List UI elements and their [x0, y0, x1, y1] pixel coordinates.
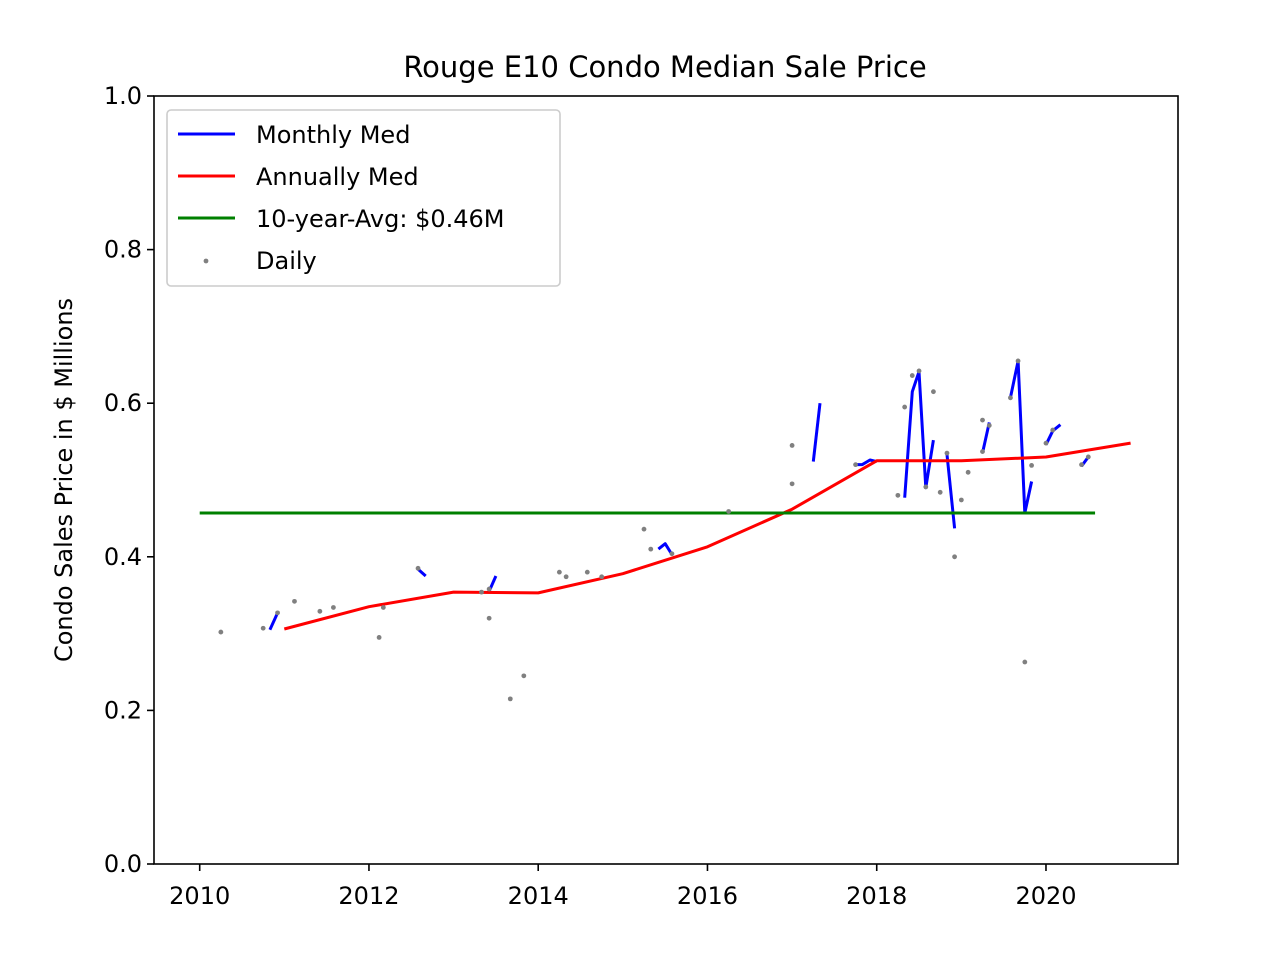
y-tick-label: 0.2 — [104, 696, 142, 724]
daily-point — [1022, 659, 1028, 665]
monthly-median-segment — [1008, 359, 1034, 515]
legend-label: Daily — [256, 247, 317, 275]
plot-frame — [153, 95, 1179, 865]
daily-point — [1079, 462, 1084, 468]
legend-marker-daily — [203, 258, 209, 264]
daily-point — [1029, 463, 1034, 468]
daily-point — [931, 389, 936, 395]
daily-point — [895, 492, 901, 498]
x-tick-label: 2014 — [508, 882, 569, 910]
daily-point — [380, 605, 386, 610]
x-tick-label: 2020 — [1015, 882, 1076, 910]
y-axis-label: Condo Sales Price in $ Millions — [50, 298, 78, 662]
daily-point — [260, 625, 266, 631]
daily-point — [986, 423, 992, 428]
daily-point — [584, 569, 590, 575]
legend-label: 10-year-Avg: $0.46M — [256, 205, 505, 233]
monthly-median-segment — [945, 454, 957, 529]
daily-point — [507, 696, 513, 702]
daily-point — [980, 417, 985, 423]
legend-label: Annually Med — [256, 163, 419, 191]
daily-point — [479, 589, 484, 595]
legend: Monthly Med Annually Med 10-year-Avg: $0.4… — [166, 109, 561, 287]
daily-point — [556, 569, 562, 575]
y-tick-label: 0.6 — [104, 389, 142, 417]
daily-point — [952, 554, 957, 560]
daily-point — [944, 450, 950, 456]
daily-point — [415, 565, 421, 571]
daily-point — [958, 497, 964, 503]
y-tick-label: 0.4 — [104, 543, 142, 571]
daily-point — [1015, 358, 1021, 364]
y-tick-label: 0.8 — [104, 236, 142, 264]
x-tick-label: 2010 — [169, 882, 230, 910]
daily-point — [937, 489, 943, 495]
daily-point — [1008, 395, 1013, 401]
legend-label: Monthly Med — [256, 121, 410, 149]
daily-point — [902, 404, 908, 410]
daily-point — [965, 469, 971, 475]
daily-point — [641, 526, 647, 532]
monthly-median-segment — [657, 542, 674, 556]
x-tick-label: 2012 — [338, 882, 399, 910]
legend-box — [166, 109, 561, 287]
y-tick-label: 1.0 — [104, 82, 142, 110]
daily-point — [916, 368, 922, 374]
daily-point — [923, 484, 929, 490]
daily-point — [486, 615, 492, 621]
daily-point — [853, 462, 858, 468]
monthly-median-segment — [855, 458, 878, 467]
daily-point — [789, 443, 795, 448]
daily-point — [669, 551, 675, 557]
x-axis: 2010 2012 2014 2016 2018 2020 — [169, 864, 1077, 910]
daily-point — [726, 509, 732, 514]
daily-point — [648, 546, 654, 552]
daily-point — [521, 673, 527, 679]
y-tick-label: 0.0 — [104, 850, 142, 878]
daily-point — [317, 608, 323, 614]
daily-point — [563, 574, 569, 580]
plot-area — [199, 358, 1131, 702]
daily-point — [909, 373, 915, 378]
daily-point — [275, 610, 280, 616]
daily-point — [331, 605, 336, 610]
y-axis: 0.0 0.2 0.4 0.6 0.8 1.0 — [104, 82, 154, 878]
daily-point — [1050, 427, 1056, 433]
daily-point — [218, 629, 224, 635]
annual-median-line — [283, 441, 1131, 631]
daily-point — [292, 598, 297, 604]
daily-point — [1085, 454, 1091, 460]
x-tick-label: 2018 — [846, 882, 907, 910]
daily-point — [599, 574, 605, 580]
daily-point — [376, 635, 382, 640]
daily-point — [486, 586, 492, 592]
x-tick-label: 2016 — [677, 882, 738, 910]
daily-point — [980, 449, 985, 454]
monthly-median-segment — [811, 403, 822, 462]
chart-title: Rouge E10 Condo Median Sale Price — [403, 50, 926, 84]
daily-point — [1043, 440, 1049, 446]
daily-point — [789, 481, 795, 487]
monthly-median-segment — [268, 612, 279, 631]
